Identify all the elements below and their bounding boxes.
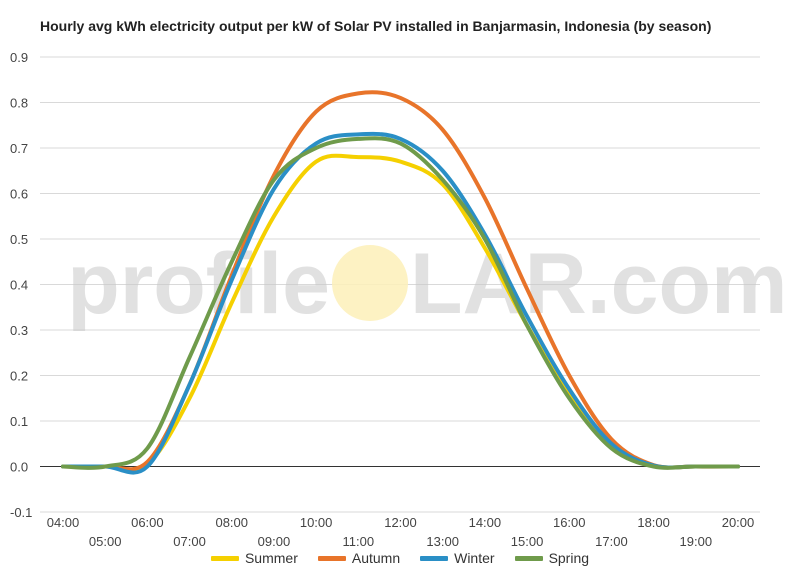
y-tick-label: 0.6 xyxy=(10,187,28,202)
x-tick-label: 19:00 xyxy=(680,534,713,549)
y-tick-label: 0.2 xyxy=(10,369,28,384)
x-tick-label: 13:00 xyxy=(426,534,459,549)
legend-label: Spring xyxy=(548,550,590,566)
legend-item-spring: Spring xyxy=(514,550,590,566)
x-tick-label: 14:00 xyxy=(469,515,502,530)
legend-label: Autumn xyxy=(351,550,401,566)
legend-label: Winter xyxy=(454,550,495,566)
legend-swatch xyxy=(210,555,239,561)
x-tick-label: 20:00 xyxy=(722,515,755,530)
x-tick-label: 18:00 xyxy=(637,515,670,530)
legend-label: Summer xyxy=(244,550,298,566)
series-line-winter xyxy=(61,131,740,475)
legend-swatch xyxy=(420,555,449,561)
x-tick-label: 10:00 xyxy=(300,515,333,530)
x-tick-label: 06:00 xyxy=(131,515,164,530)
y-tick-label: 0.8 xyxy=(10,96,28,111)
x-tick-label: 12:00 xyxy=(384,515,417,530)
y-tick-label: -0.1 xyxy=(10,505,32,520)
legend-swatch xyxy=(317,555,346,561)
x-tick-label: 11:00 xyxy=(343,534,375,549)
y-tick-label: 0.9 xyxy=(10,50,28,65)
chart-title: Hourly avg kWh electricity output per kW… xyxy=(40,18,712,34)
watermark-sun xyxy=(332,245,408,321)
x-tick-label: 09:00 xyxy=(258,534,291,549)
x-tick-label: 15:00 xyxy=(511,534,544,549)
watermark-text-left: profile xyxy=(67,236,330,332)
y-tick-label: 0.3 xyxy=(10,323,28,338)
legend-swatch xyxy=(514,555,543,561)
x-tick-label: 08:00 xyxy=(215,515,248,530)
series-line-spring xyxy=(61,136,740,470)
x-tick-label: 07:00 xyxy=(173,534,206,549)
legend-item-winter: Winter xyxy=(420,550,495,566)
watermark-text-right: LAR.com xyxy=(410,236,787,332)
x-tick-label: 16:00 xyxy=(553,515,586,530)
y-tick-label: 0.1 xyxy=(10,414,28,429)
x-tick-label: 04:00 xyxy=(47,515,80,530)
x-tick-label: 17:00 xyxy=(595,534,628,549)
chart-legend: Summer Autumn Winter Spring xyxy=(0,548,800,568)
y-tick-label: 0.5 xyxy=(10,232,28,247)
y-tick-label: 0.7 xyxy=(10,141,28,156)
legend-item-autumn: Autumn xyxy=(317,550,401,566)
y-tick-label: 0.0 xyxy=(10,460,28,475)
y-tick-label: 0.4 xyxy=(10,278,28,293)
legend-item-summer: Summer xyxy=(210,550,298,566)
x-tick-label: 05:00 xyxy=(89,534,122,549)
